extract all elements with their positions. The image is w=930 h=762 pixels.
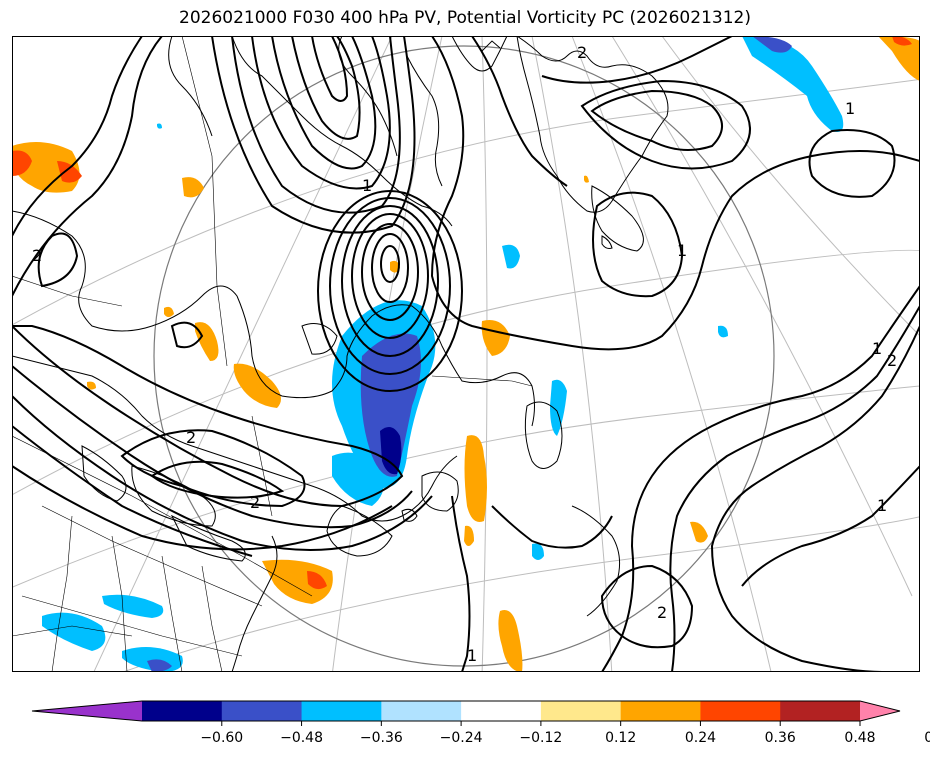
colorbar-tick-label: −0.60 [200, 730, 243, 746]
colorbar-swatch [142, 701, 223, 721]
contour-label: 1 [362, 176, 372, 195]
colorbar-swatch [461, 701, 542, 721]
pv-contours [12, 36, 920, 672]
contour-label: 2 [577, 43, 587, 62]
contour-label: 2 [186, 428, 196, 447]
colorbar-swatch [780, 701, 861, 721]
colorbar-swatch [221, 701, 303, 721]
colorbar-tick-label: −0.36 [360, 730, 403, 746]
colorbar-tick-label: 0.24 [685, 730, 716, 746]
colorbar-extend-max [860, 701, 900, 721]
pv-map: 2 1 2 2 1 1 1 2 2 1 2 1 [12, 36, 920, 672]
colorbar-swatch [700, 701, 781, 721]
colorbar-tick-label: 0.60 [924, 730, 930, 746]
negative-anomaly-fills [42, 36, 844, 672]
colorbar-swatch [381, 701, 462, 721]
colorbar-outline [31, 700, 901, 722]
colorbar-tick-label: −0.12 [519, 730, 562, 746]
contour-label: 2 [32, 246, 42, 265]
state-borders [12, 36, 533, 672]
colorbar-swatch [301, 701, 382, 721]
map-frame [12, 36, 920, 672]
colorbar-tick-label: 0.36 [765, 730, 796, 746]
contour-label: 2 [657, 603, 667, 622]
positive-anomaly-fills [12, 36, 920, 672]
colorbar-swatch [620, 701, 701, 721]
contour-label: 1 [872, 339, 882, 358]
colorbar-tick-label: −0.24 [440, 730, 483, 746]
colorbar-tick-label: 0.12 [605, 730, 636, 746]
contour-labels: 2 1 2 2 1 1 1 2 2 1 2 1 [32, 43, 897, 665]
contour-label: 1 [677, 241, 687, 260]
contour-label: 2 [887, 351, 897, 370]
contour-label: 1 [845, 99, 855, 118]
colorbar-tick-label: 0.48 [844, 730, 875, 746]
contour-label: 2 [250, 493, 260, 512]
colorbar: −0.60 −0.48 −0.36 −0.24 −0.12 0.12 0.24 0.36 0.4… [31, 700, 930, 746]
colorbar-swatch [540, 701, 622, 721]
map-title: 2026021000 F030 400 hPa PV, Potential Vo… [179, 8, 751, 28]
colorbar-extend-min [32, 701, 142, 721]
contour-label: 1 [467, 646, 477, 665]
colorbar-tick-label: −0.48 [280, 730, 323, 746]
contour-label: 1 [877, 496, 887, 515]
